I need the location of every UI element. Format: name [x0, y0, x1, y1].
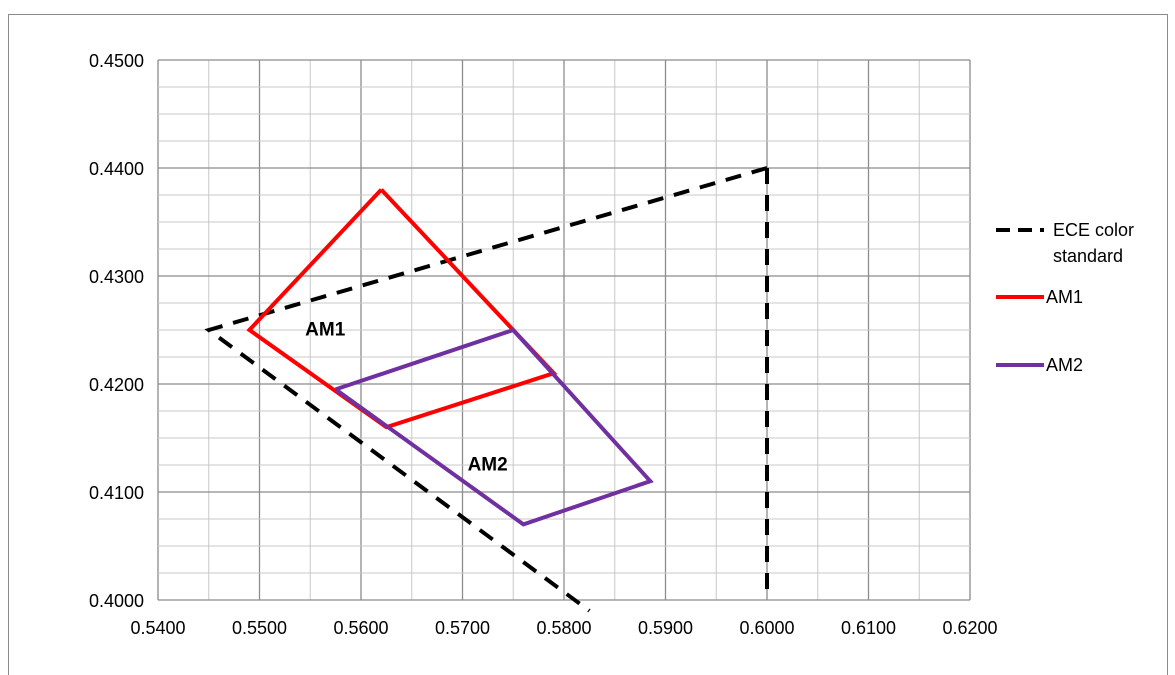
y-tick-label: 0.4100	[89, 483, 144, 503]
series-am2-line	[334, 327, 654, 527]
x-axis-ticks: 0.5400 0.5500 0.5600 0.5700 0.5800 0.5900 0.60…	[130, 618, 997, 638]
legend-label-am2: AM2	[1046, 355, 1083, 375]
series-ece-color-standard-line	[204, 166, 768, 613]
legend: ECE color standard AM1 AM2	[996, 220, 1134, 375]
legend-label-ece-line2: standard	[1053, 246, 1123, 266]
y-axis-ticks: 0.4000 0.4100 0.4200 0.4300 0.4400 0.4500	[89, 51, 144, 611]
grid	[157, 59, 971, 601]
x-tick-label: 0.5500	[232, 618, 287, 638]
x-tick-label: 0.6100	[841, 618, 896, 638]
x-tick-label: 0.5700	[435, 618, 490, 638]
y-tick-label: 0.4500	[89, 51, 144, 71]
y-tick-label: 0.4400	[89, 159, 144, 179]
x-tick-label: 0.6200	[942, 618, 997, 638]
y-tick-label: 0.4300	[89, 267, 144, 287]
chart-frame	[8, 14, 1168, 675]
legend-label-ece-line1: ECE color	[1053, 220, 1134, 240]
legend-label-am1: AM1	[1046, 287, 1083, 307]
y-tick-label: 0.4000	[89, 591, 144, 611]
annotation-am1: AM1	[305, 319, 346, 340]
y-tick-label: 0.4200	[89, 375, 144, 395]
x-tick-label: 0.5600	[333, 618, 388, 638]
x-tick-label: 0.6000	[739, 618, 794, 638]
annotation-am2: AM2	[468, 454, 508, 475]
x-tick-label: 0.5800	[536, 618, 591, 638]
annotations: AM1 AM2	[305, 319, 508, 475]
x-tick-label: 0.5400	[130, 618, 185, 638]
series-layer	[204, 166, 769, 613]
x-tick-label: 0.5900	[638, 618, 693, 638]
